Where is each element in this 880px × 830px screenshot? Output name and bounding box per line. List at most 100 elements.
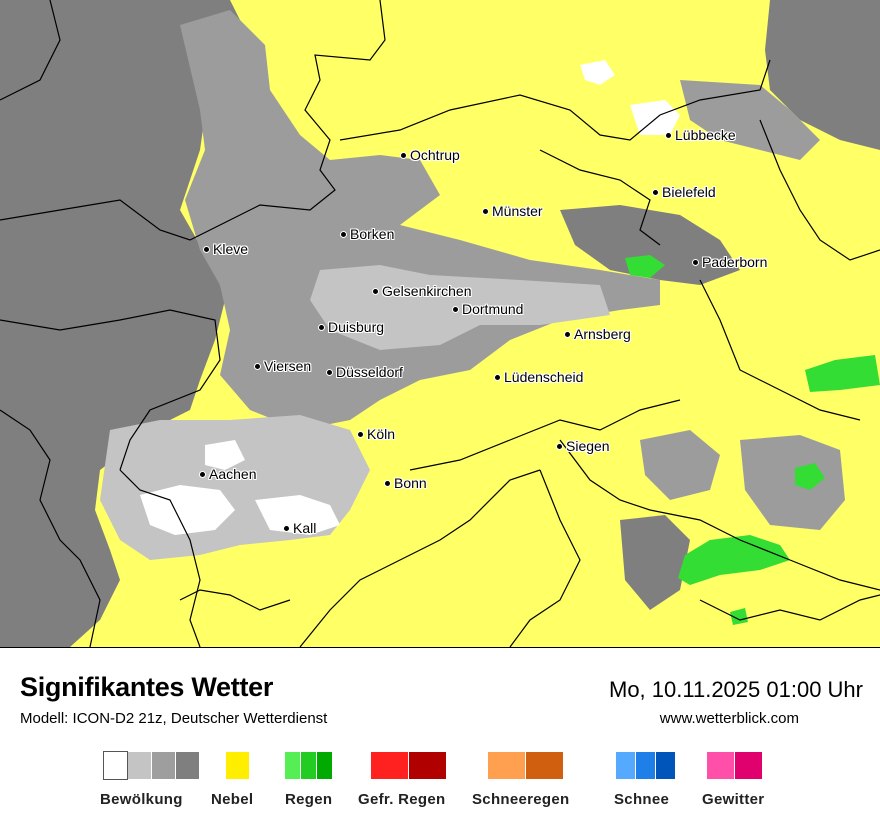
legend-swatches [488,752,563,779]
city-label: Lübbecke [675,127,736,143]
legend-swatch [301,752,316,779]
legend-swatch [735,752,762,779]
legend-label: Nebel [211,791,254,808]
legend-swatch [176,752,199,779]
city-label: Ochtrup [410,147,460,163]
city-marker: Duisburg [318,318,384,336]
legend-swatch [128,752,151,779]
city-dot [203,245,210,253]
city-label: Paderborn [702,254,768,270]
city-dot [372,287,379,295]
legend-swatch [488,752,525,779]
city-dot [326,368,333,376]
cloud-dark-area-southeast [620,515,690,610]
region-borders [0,0,880,647]
city-marker: Münster [482,202,543,220]
legend-group-cloud: Bewölkung [100,751,199,808]
legend-swatches [707,752,762,779]
cloud-medium-area-northeast [680,80,820,160]
city-marker: Bielefeld [652,183,716,201]
city-marker: Gelsenkirchen [372,282,472,300]
legend-label: Gefr. Regen [358,791,446,808]
city-dot [692,258,699,266]
legend-swatch [371,752,408,779]
city-dot [494,373,501,381]
legend-group-freezing-rain: Gefr. Regen [358,752,446,808]
legend-swatch [656,752,675,779]
legend-group-snow: Schnee [614,752,675,808]
legend-swatch [152,752,175,779]
city-dot [318,323,325,331]
legend-group-sleet: Schneeregen [472,752,569,808]
legend-swatch [317,752,332,779]
legend-swatches [371,752,446,779]
city-label: Gelsenkirchen [382,283,472,299]
city-marker: Aachen [199,465,256,483]
clear-sky-area-5 [580,60,615,85]
city-marker: Borken [340,225,394,243]
legend-label: Schnee [614,791,670,808]
city-label: Kall [293,520,317,536]
website-link[interactable]: www.wetterblick.com [659,710,799,727]
city-marker: Düsseldorf [326,363,403,381]
clear-sky-area-4 [630,100,680,135]
city-label: Kleve [213,241,249,257]
legend-swatch [409,752,446,779]
city-dot [556,442,563,450]
legend-swatch [103,751,128,780]
rain-area [678,535,790,585]
city-label: Borken [350,226,395,242]
legend-swatch [285,752,300,779]
cloud-dark-area-northeast [765,0,880,150]
clear-sky-area-3 [205,440,245,470]
legend-swatch [526,752,563,779]
city-label: Siegen [566,438,610,454]
city-label: Düsseldorf [336,364,403,380]
city-label: Arnsberg [574,326,631,342]
city-label: Bielefeld [662,184,716,200]
cloud-medium-area-southeast [640,430,720,500]
legend-label: Schneeregen [472,791,570,808]
city-marker: Köln [357,425,395,443]
city-label: Dortmund [462,301,524,317]
legend-label: Bewölkung [100,791,183,808]
legend-swatches [616,752,675,779]
city-dot [254,362,261,370]
cloud-medium-area-east [740,435,845,530]
page-title: Signifikantes Wetter [20,672,274,702]
city-dot [283,524,290,532]
city-label: Lüdenscheid [504,369,584,385]
city-label: Bonn [394,475,427,491]
model-info: Modell: ICON-D2 21z, Deutscher Wetterdie… [20,710,328,727]
city-label: Köln [367,426,396,442]
city-marker: Arnsberg [564,325,631,343]
city-marker: Ochtrup [400,146,460,164]
city-dot [482,207,489,215]
legend-group-fog: Nebel [211,752,253,808]
rain-area-5 [730,608,748,625]
city-dot [384,479,391,487]
legend-swatch [636,752,655,779]
city-label: Viersen [264,358,312,374]
city-dot [199,470,206,478]
city-marker: Kleve [203,240,248,258]
city-marker: Viersen [254,357,311,375]
city-dot [357,430,364,438]
city-label: Aachen [209,466,257,482]
legend: Bewölkung Nebel Regen Gefr. Regen Schnee… [0,751,880,822]
weather-map: Ochtrup Lübbecke Bielefeld Münster Borke… [0,0,880,648]
city-dot [400,151,407,159]
legend-swatches [226,752,249,779]
cloud-dark-area [0,0,250,647]
rain-area-3 [625,255,665,278]
city-label: Duisburg [328,319,385,335]
city-marker: Bonn [384,474,427,492]
weather-map-canvas [0,0,880,647]
legend-group-rain: Regen [285,752,332,808]
city-marker: Paderborn [692,253,767,271]
legend-label: Regen [285,791,333,808]
city-label: Münster [492,203,543,219]
legend-group-thunderstorm: Gewitter [702,752,764,808]
cloud-light-area [310,265,610,350]
city-dot [564,330,571,338]
